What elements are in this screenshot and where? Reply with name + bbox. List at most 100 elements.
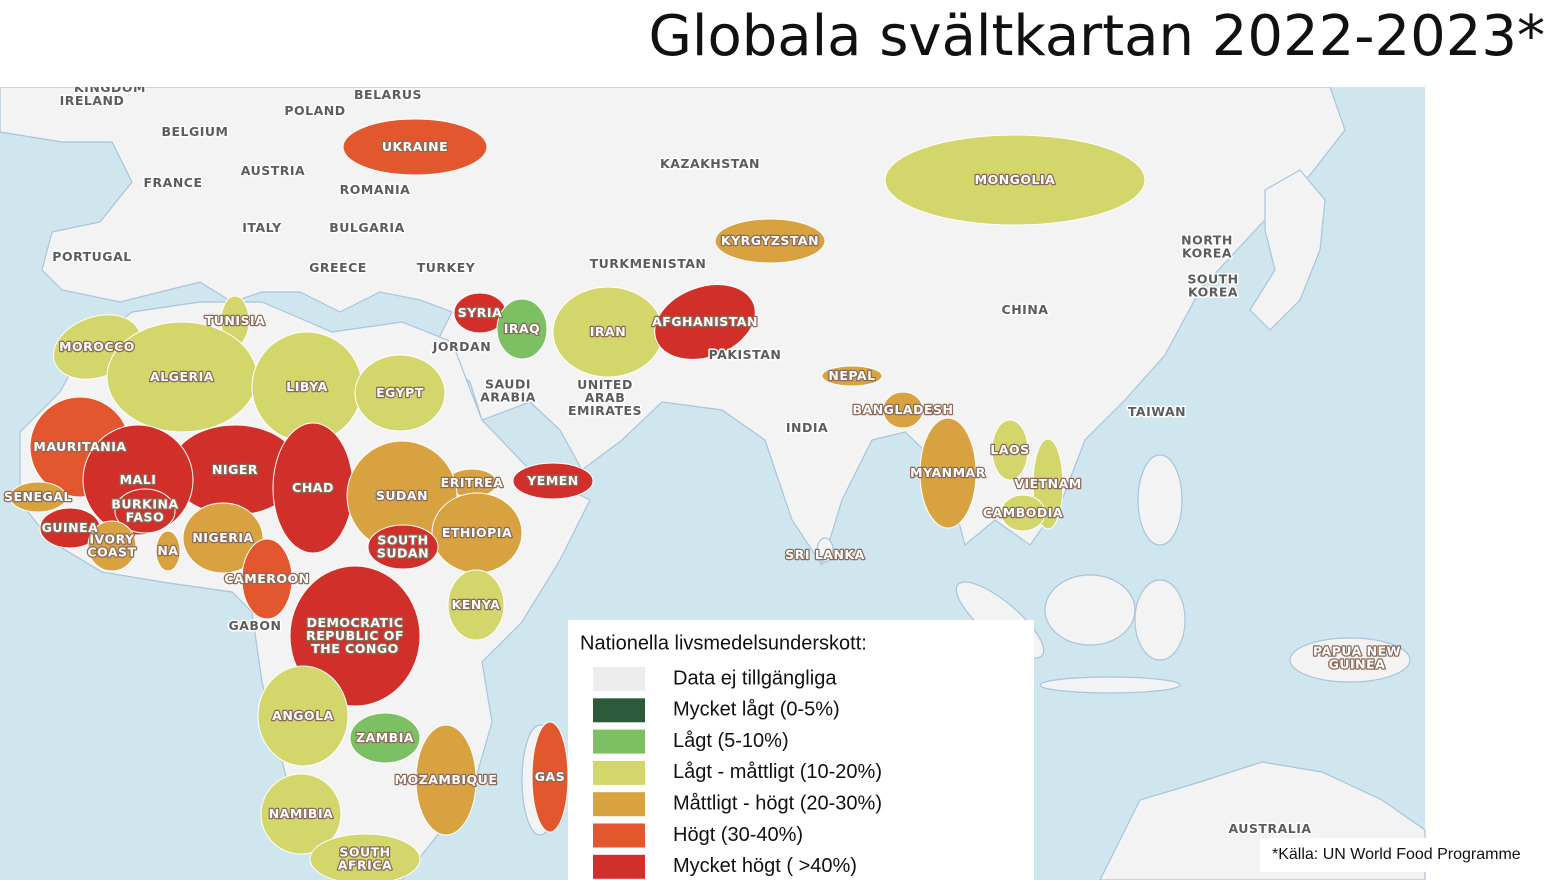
country-label: INDIA [786, 420, 828, 435]
legend-label: Mycket högt ( >40%) [673, 855, 857, 877]
country-shape [354, 354, 446, 432]
country-label: AUSTRALIA [1228, 821, 1311, 836]
country-label: GUINEA [1329, 657, 1386, 672]
country-label: IRELAND [60, 93, 125, 108]
country-label: POLAND [284, 103, 345, 118]
country-label: NAMIBIA [269, 806, 334, 821]
legend-label: Mycket lågt (0-5%) [673, 699, 840, 721]
legend-label: Lågt (5-10%) [673, 730, 789, 752]
legend-swatch [593, 854, 645, 879]
country-shape [342, 118, 488, 176]
legend-title: Nationella livsmedelsunderskott: [580, 632, 867, 654]
country-label: REPUBLIC OF [306, 628, 404, 643]
country-shape [919, 417, 977, 529]
country-label: TURKEY [417, 260, 476, 275]
country-shape [884, 134, 1146, 226]
country-label: BELARUS [354, 87, 422, 102]
legend: Data ej tillgängliga Mycket lågt (0-5%) Lå… [593, 667, 882, 879]
source-note: *Källa: UN World Food Programme [1272, 846, 1521, 863]
country-shape [447, 569, 505, 641]
country-label: PAKISTAN [709, 347, 782, 362]
country-label: KENYA [452, 597, 501, 612]
legend-label: Högt (30-40%) [673, 824, 803, 846]
country-label: UNITED [577, 377, 633, 392]
country-shape [260, 773, 342, 855]
country-shape [155, 530, 181, 572]
country-label: PAPUA NEW [1313, 644, 1401, 659]
country-labels: KINGDOMIRELANDBELGIUMPOLANDBELARUSUKRAIN… [3, 79, 1402, 874]
country-shape [991, 419, 1029, 481]
country-shape [9, 481, 67, 513]
country-label: BELGIUM [161, 124, 228, 139]
country-label: THE CONGO [311, 641, 399, 656]
country-label: MAURITANIA [33, 439, 126, 454]
country-shape [654, 284, 756, 360]
country-label: SAUDI [485, 377, 531, 392]
country-label: SOUTH [339, 845, 390, 860]
country-label: TAIWAN [1128, 404, 1186, 419]
country-label: GAS [535, 769, 565, 784]
country-label: UKRAINE [382, 139, 448, 154]
country-label: ERITREA [441, 475, 504, 490]
country-label: MONGOLIA [975, 172, 1056, 187]
country-label: CHAD [292, 480, 334, 495]
country-label: BURKINA [111, 497, 178, 512]
country-label: ANGOLA [272, 708, 334, 723]
title-band [0, 0, 1547, 87]
country-label: AFGHANISTAN [652, 314, 758, 329]
country-label: SUDAN [377, 546, 429, 561]
country-label: SOUTH [1187, 272, 1238, 287]
country-label: ZAMBIA [356, 730, 414, 745]
country-label: EMIRATES [568, 403, 642, 418]
country-shape [309, 833, 421, 880]
country-label: BANGLADESH [853, 402, 954, 417]
country-label: KOREA [1188, 285, 1238, 300]
country-label: ITALY [242, 220, 282, 235]
country-label: MOZAMBIQUE [395, 772, 498, 787]
country-shape [882, 391, 924, 429]
country-label: SOUTH [377, 533, 428, 548]
country-label: KAZAKHSTAN [660, 156, 760, 171]
country-label: ARABIA [480, 390, 536, 405]
country-label: LAOS [990, 442, 1029, 457]
country-label: MYANMAR [910, 465, 986, 480]
country-shape [87, 520, 137, 572]
country-label: ETHIOPIA [442, 525, 512, 540]
country-label: ROMANIA [340, 182, 411, 197]
country-shape [114, 488, 176, 534]
country-label: IVORY [89, 532, 135, 547]
country-label: AFRICA [338, 858, 392, 873]
country-label: SENEGAL [4, 489, 72, 504]
country-label: TURKMENISTAN [590, 256, 707, 271]
country-shape [415, 724, 477, 836]
legend-swatch [593, 698, 645, 723]
legend-swatch [593, 760, 645, 785]
country-label: COAST [87, 545, 136, 560]
country-label: TUNISIA [205, 313, 266, 328]
country-label: SUDAN [376, 488, 428, 503]
country-label: CAMEROON [224, 571, 309, 586]
country-label: SYRIA [458, 305, 503, 320]
country-label: FASO [126, 510, 164, 525]
country-shape [821, 365, 883, 387]
country-label: IRAQ [504, 321, 541, 336]
legend-label: Data ej tillgängliga [673, 667, 837, 689]
country-shape [349, 712, 421, 764]
country-label: DEMOCRATIC [307, 615, 404, 630]
country-label: NEPAL [828, 368, 875, 383]
country-label: ARAB [585, 390, 626, 405]
country-shape [182, 502, 264, 574]
country-label: VIETNAM [1014, 476, 1081, 491]
legend-swatch [593, 792, 645, 817]
country-label: GREECE [309, 260, 367, 275]
country-shape [257, 665, 349, 767]
country-label: NIGERIA [192, 530, 253, 545]
country-label: NA [157, 543, 178, 558]
country-label: NORTH [1181, 233, 1233, 248]
country-fills [9, 118, 1146, 880]
country-label: EGYPT [376, 385, 424, 400]
country-shape [512, 462, 594, 500]
country-label: YEMEN [526, 473, 579, 488]
